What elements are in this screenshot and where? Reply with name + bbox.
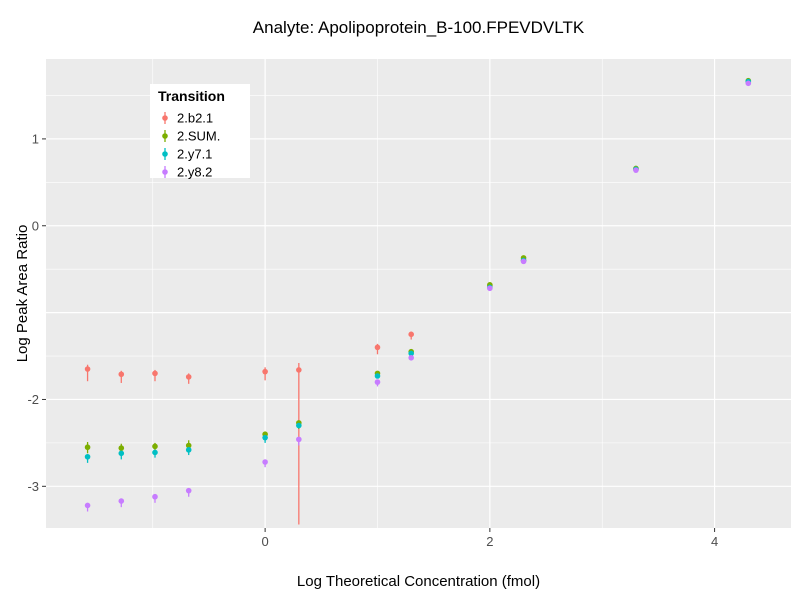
- data-point: [262, 459, 268, 465]
- legend-label: 2.b2.1: [177, 111, 213, 126]
- legend-label: 2.y7.1: [177, 147, 212, 162]
- data-point: [296, 436, 302, 443]
- data-point: [84, 502, 91, 509]
- data-point: [745, 80, 752, 87]
- data-point: [520, 258, 527, 265]
- data-point: [118, 371, 125, 378]
- data-point: [84, 366, 91, 372]
- legend-key-point: [162, 169, 168, 175]
- data-point: [296, 422, 302, 429]
- data-point: [185, 442, 192, 449]
- data-point: [152, 493, 158, 500]
- data-point: [152, 370, 158, 377]
- data-point: [152, 443, 158, 450]
- data-point: [408, 354, 414, 361]
- x-tick-label: 4: [711, 534, 718, 549]
- data-point: [185, 447, 192, 453]
- data-point: [262, 368, 268, 375]
- data-point: [408, 350, 414, 357]
- data-point: [408, 331, 414, 338]
- data-point: [118, 450, 125, 457]
- data-point: [84, 453, 91, 460]
- data-point: [185, 487, 192, 494]
- data-point: [374, 379, 381, 385]
- x-tick-label: 2: [486, 534, 493, 549]
- x-axis-label: Log Theoretical Concentration (fmol): [296, 573, 541, 590]
- y-tick-label: -2: [27, 392, 39, 407]
- legend-key-point: [162, 133, 168, 139]
- data-point: [296, 367, 302, 373]
- legend-key-point: [162, 151, 168, 157]
- y-tick-label: 0: [32, 218, 39, 233]
- data-point: [152, 449, 158, 456]
- legend-key-point: [162, 115, 168, 121]
- data-point: [487, 285, 493, 292]
- data-point: [633, 167, 639, 173]
- legend-title: Transition: [158, 88, 225, 104]
- legend-label: 2.SUM.: [177, 129, 220, 144]
- data-point: [262, 434, 268, 441]
- y-axis-label: Log Peak Area Ratio: [14, 224, 31, 363]
- data-point: [118, 445, 125, 451]
- plot-title: Analyte: Apolipoprotein_B-100.FPEVDVLTK: [252, 18, 585, 37]
- legend-label: 2.y8.2: [177, 165, 212, 180]
- y-tick-label: 1: [32, 131, 39, 146]
- data-point: [374, 373, 381, 379]
- y-tick-label: -3: [27, 479, 39, 494]
- data-point: [374, 344, 381, 351]
- x-tick-label: 0: [262, 534, 269, 549]
- data-point: [84, 444, 91, 451]
- data-point: [185, 374, 192, 380]
- legend-box: [150, 84, 250, 178]
- data-point: [118, 498, 125, 504]
